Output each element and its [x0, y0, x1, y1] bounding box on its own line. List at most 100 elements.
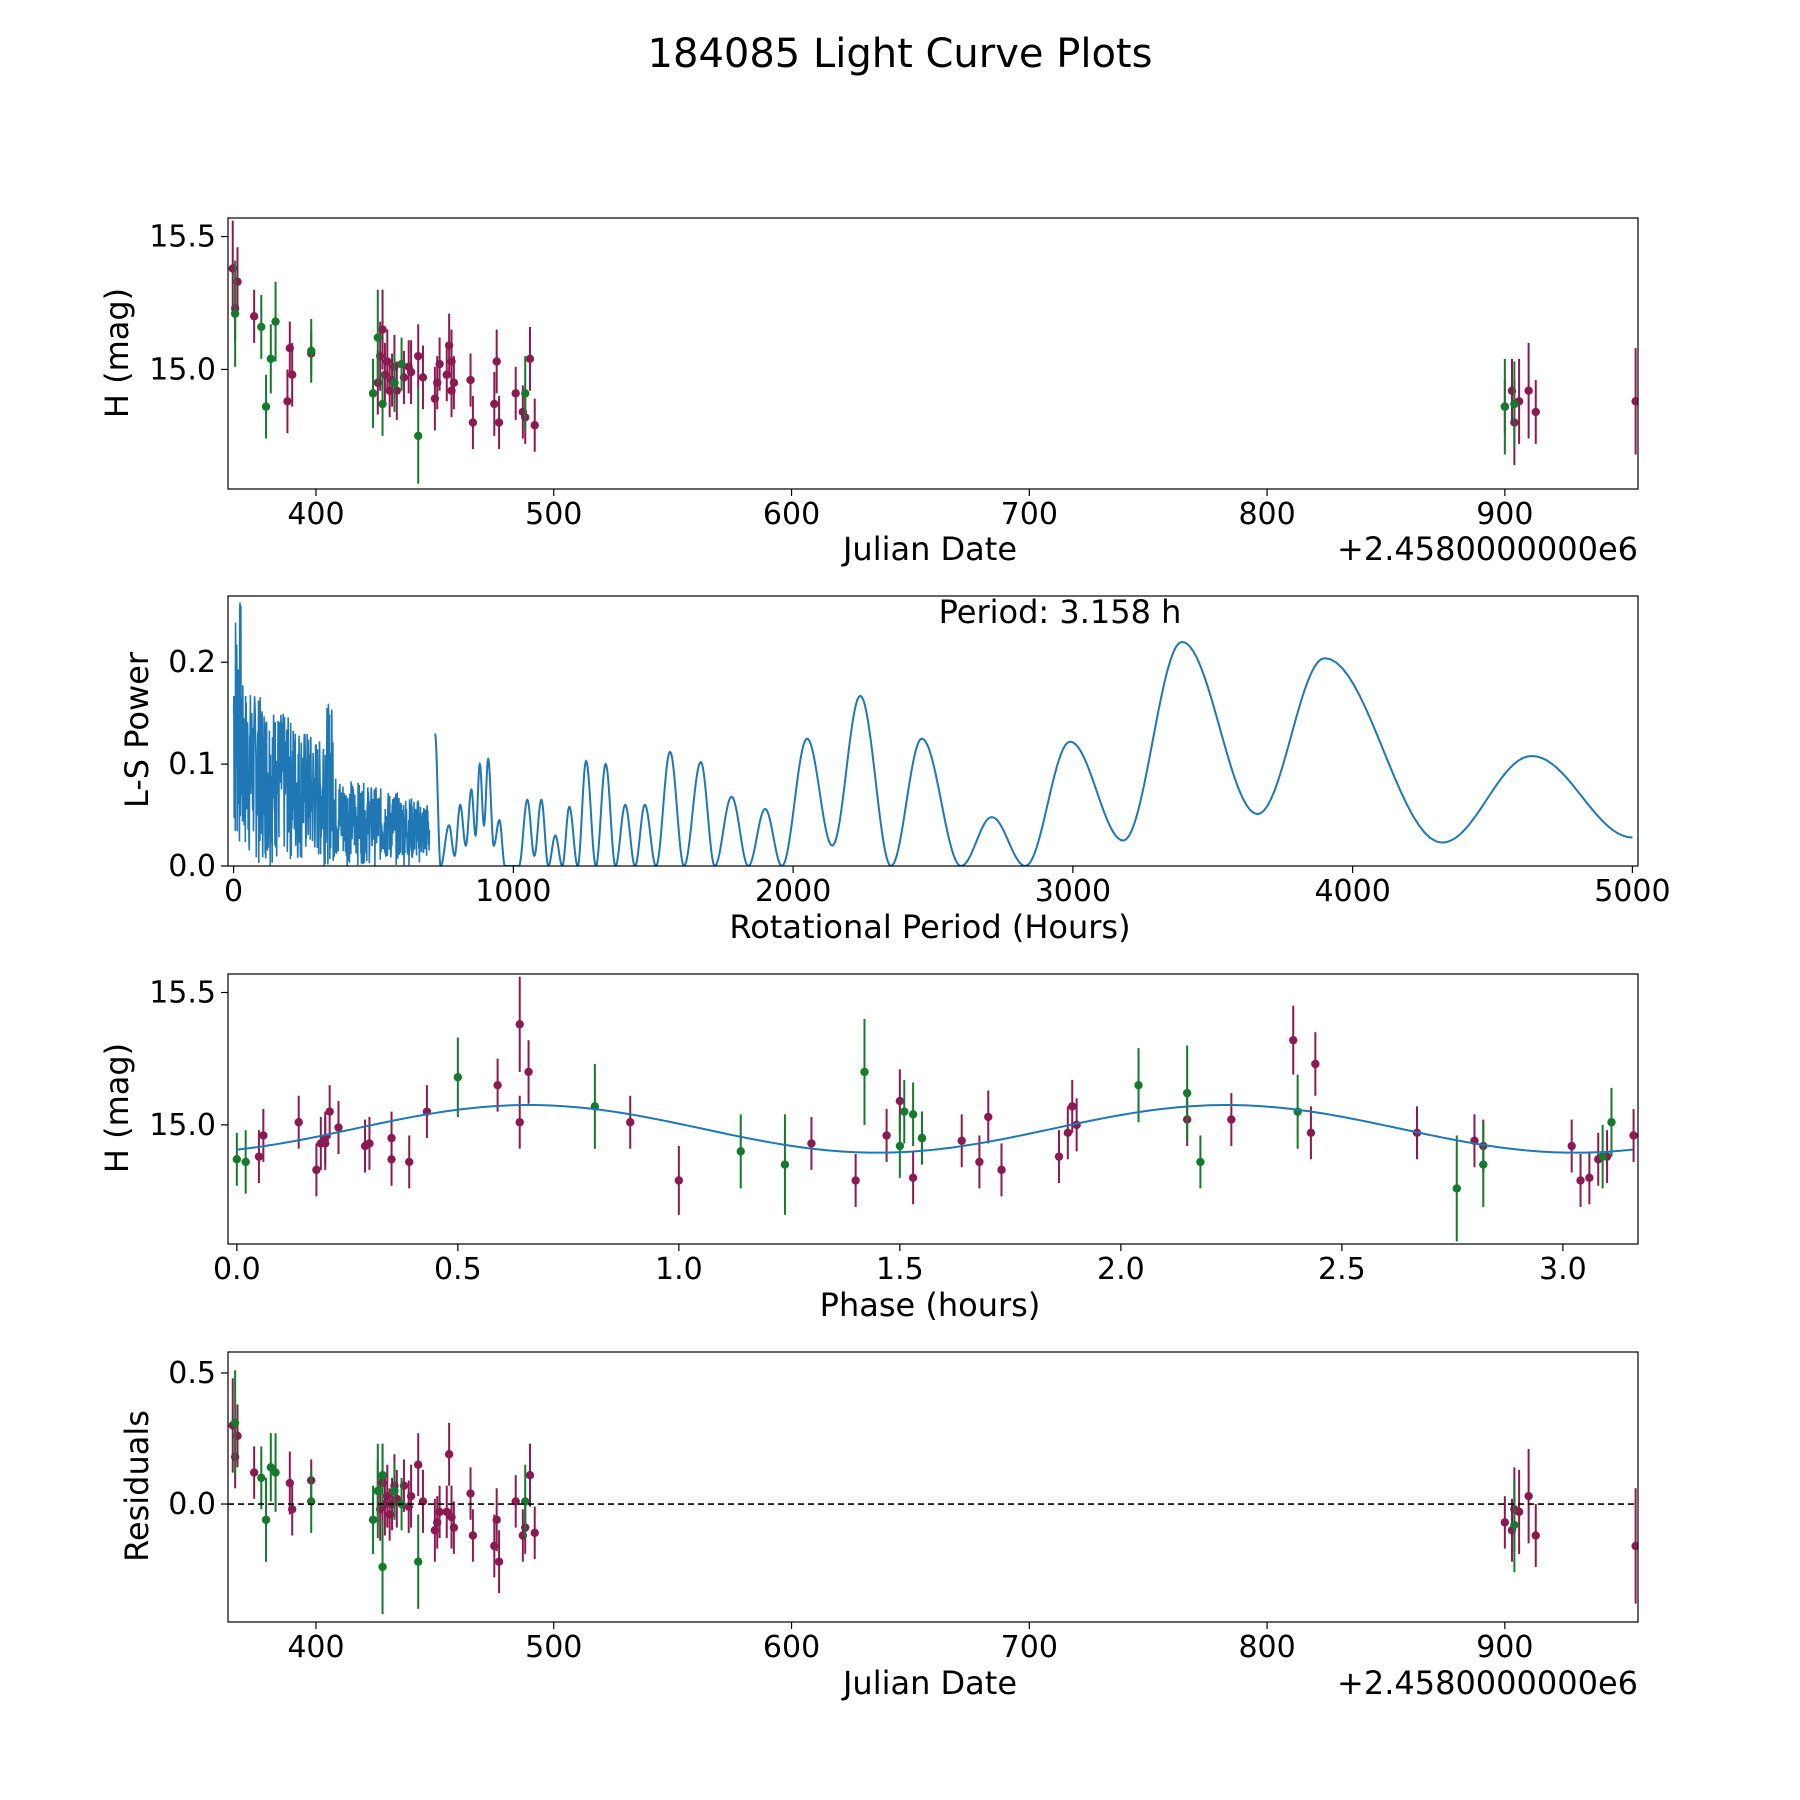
periodogram-ylabel: L-S Power — [118, 651, 156, 808]
raw-point-band_b — [368, 389, 378, 398]
raw-xtick-label: 700 — [1001, 497, 1058, 532]
phased-light-curve-axes: Phase (hours) H (mag) 0.0 0.5 1.0 1.5 2.0 2.5… — [98, 973, 1639, 1324]
raw-xtick-label: 400 — [287, 497, 344, 532]
phased-point-band_a — [334, 1123, 343, 1132]
phased-point-band_a — [493, 1080, 502, 1090]
periodogram-xtick-label: 3000 — [1035, 874, 1111, 909]
raw-point-band_b — [378, 399, 387, 409]
raw-data-layer — [228, 220, 1638, 484]
residuals-point-band_a — [466, 1489, 475, 1498]
raw-point-band_b — [521, 389, 530, 398]
residuals-point-band_a — [492, 1515, 501, 1524]
raw-point-band_a — [530, 421, 539, 430]
raw-point-band_a — [406, 367, 416, 377]
phased-point-band_a — [515, 1118, 524, 1127]
periodogram-xtick-label: 0 — [224, 874, 243, 909]
phased-point-band_a — [807, 1139, 816, 1148]
residuals-point-band_b — [271, 1468, 280, 1477]
residuals-xtick-label: 400 — [287, 1630, 344, 1665]
residuals-point-band_a — [1531, 1531, 1540, 1540]
raw-point-band_a — [1531, 407, 1540, 417]
phased-point-band_a — [984, 1112, 993, 1122]
phased-point-band_b — [860, 1067, 869, 1077]
residuals-point-band_a — [249, 1468, 259, 1477]
residuals-xtick-label: 500 — [525, 1630, 582, 1665]
phased-point-band_a — [1311, 1059, 1320, 1069]
residuals-xtick-label: 700 — [1001, 1630, 1058, 1665]
period-annotation: Period: 3.158 h — [939, 593, 1182, 631]
phased-point-band_b — [1452, 1184, 1461, 1193]
residuals-axes: Julian Date Residuals +2.4580000000e6 40… — [118, 1351, 1639, 1702]
phased-point-band_a — [997, 1165, 1006, 1175]
phased-xtick-label: 2.0 — [1097, 1252, 1145, 1287]
raw-frame — [227, 217, 1639, 490]
phased-point-band_a — [1306, 1128, 1316, 1138]
raw-point-band_a — [511, 389, 520, 398]
raw-xlabel: Julian Date — [841, 530, 1017, 568]
raw-point-band_b — [230, 309, 240, 318]
raw-point-band_b — [307, 346, 316, 356]
raw-point-band_a — [492, 357, 501, 366]
residuals-xtick-label: 800 — [1238, 1630, 1295, 1665]
phased-point-band_a — [312, 1165, 321, 1175]
phased-xtick-label: 0.5 — [434, 1252, 482, 1287]
raw-point-band_a — [494, 418, 504, 427]
phased-ytick-label: 15.0 — [149, 1108, 216, 1143]
residuals-point-band_a — [1514, 1507, 1524, 1517]
phased-point-band_a — [294, 1118, 303, 1127]
residuals-xlabel: Julian Date — [841, 1664, 1017, 1702]
phased-point-band_b — [232, 1155, 242, 1164]
phased-point-band_a — [325, 1107, 334, 1116]
residuals-point-band_b — [368, 1515, 378, 1524]
raw-point-band_a — [249, 312, 259, 321]
raw-point-band_b — [266, 354, 275, 364]
phased-xtick-label: 3.0 — [1539, 1252, 1587, 1287]
periodogram-ytick-label: 0.1 — [168, 747, 216, 782]
residuals-x-offset: +2.4580000000e6 — [1337, 1664, 1638, 1702]
phased-point-band_a — [1068, 1102, 1077, 1111]
raw-point-band_b — [414, 431, 423, 441]
raw-xtick-label: 900 — [1476, 497, 1533, 532]
raw-point-band_b — [1510, 399, 1519, 409]
residuals-point-band_b — [378, 1471, 387, 1480]
phased-point-band_a — [387, 1133, 396, 1143]
phased-point-band_a — [254, 1152, 264, 1161]
phased-point-band_a — [957, 1136, 966, 1145]
phased-point-band_a — [1227, 1115, 1236, 1124]
raw-point-band_a — [414, 351, 423, 361]
raw-xtick-label: 500 — [525, 497, 582, 532]
periodogram-xtick-label: 1000 — [475, 874, 551, 909]
phased-point-band_a — [908, 1173, 918, 1183]
residuals-point-band_b — [1510, 1520, 1519, 1530]
periodogram-ytick-label: 0.0 — [168, 849, 216, 884]
raw-point-band_b — [271, 317, 280, 326]
residuals-point-band_a — [406, 1491, 416, 1501]
phased-ytick-label: 15.5 — [149, 976, 216, 1011]
phased-point-band_a — [674, 1176, 684, 1185]
phased-point-band_a — [1063, 1128, 1073, 1138]
raw-point-band_a — [447, 386, 456, 395]
raw-point-band_a — [418, 373, 428, 382]
periodogram-frame — [227, 595, 1639, 867]
phased-xtick-label: 1.5 — [876, 1252, 924, 1287]
phased-point-band_b — [917, 1133, 927, 1143]
periodogram-ytick-label: 0.2 — [168, 645, 216, 680]
residuals-xtick-label: 600 — [763, 1630, 820, 1665]
raw-point-band_a — [468, 418, 478, 427]
residuals-point-band_b — [230, 1418, 240, 1427]
periodogram-axes: Rotational Period (Hours) L-S Power Peri… — [118, 593, 1671, 946]
phased-point-band_a — [975, 1157, 984, 1167]
residuals-point-band_a — [525, 1471, 535, 1480]
raw-light-curve-axes: Julian Date H (mag) +2.4580000000e6 400 5… — [98, 217, 1639, 568]
residuals-point-band_a — [435, 1507, 444, 1517]
raw-xtick-label: 800 — [1238, 497, 1295, 532]
periodogram-xtick-label: 2000 — [755, 874, 831, 909]
raw-point-band_b — [261, 402, 271, 411]
residuals-ytick-label: 0.0 — [168, 1487, 216, 1522]
phased-point-band_a — [1629, 1131, 1638, 1140]
residuals-point-band_a — [494, 1557, 504, 1566]
phased-point-band_b — [908, 1110, 918, 1119]
raw-point-band_a — [466, 375, 475, 385]
phased-point-band_a — [1054, 1152, 1064, 1161]
residuals-xtick-label: 900 — [1476, 1630, 1533, 1665]
